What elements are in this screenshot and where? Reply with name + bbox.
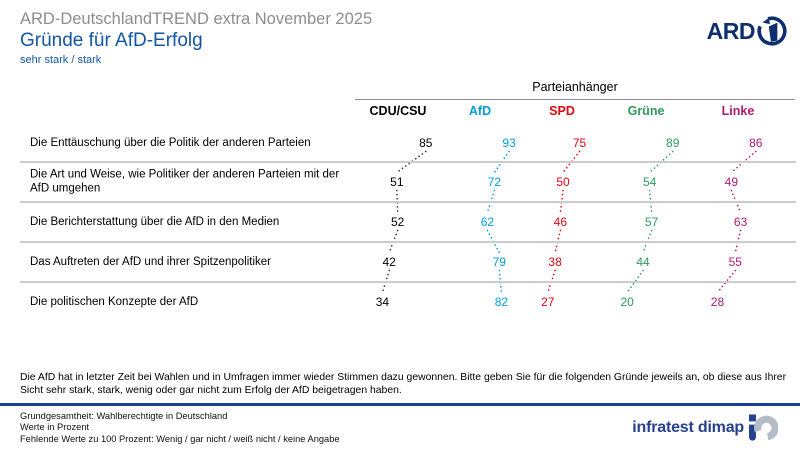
group-header-underline [355,99,795,100]
value-cell: 42 [382,255,396,269]
value-cell: 85 [419,136,433,150]
connector-line [626,269,644,294]
report-title: ARD-DeutschlandTREND extra November 2025 [20,10,373,28]
column-header: Grüne [627,104,665,118]
value-cell: 46 [553,215,568,229]
footer-divider-rule [0,403,800,406]
value-cell: 54 [642,175,657,189]
footer-line-population: Grundgesamtheit: Wahlberechtigte in Deut… [20,411,228,421]
column-group-header: Parteianhänger [532,80,618,94]
page-subtitle: sehr stark / stark [20,54,102,66]
row-separator [20,161,796,163]
column-header: CDU/CSU [369,104,427,118]
ard-one-icon [757,16,787,46]
value-cell: 82 [494,295,509,309]
value-cell: 49 [724,175,739,189]
value-cell: 20 [620,295,634,309]
survey-question-text: Die AfD hat in letzter Zeit bei Wahlen u… [20,372,787,396]
value-cell: 75 [572,136,587,150]
footer-line-units: Werte in Prozent [20,422,90,433]
value-cell: 63 [733,215,748,229]
column-header: AfD [468,104,492,118]
value-cell: 38 [548,255,562,269]
value-cell: 62 [480,215,495,229]
infratest-dimap-logo: infratest dimap [632,413,778,443]
connector-line [559,189,564,214]
value-cell: 57 [644,215,659,229]
row-label: Die politischen Konzepte der AfD [30,295,199,308]
value-cell: 89 [666,136,680,150]
row-label: Das Auftreten der AfD und ihrer Spitzenp… [30,255,271,268]
row-separator [20,201,796,203]
column-header: Linke [721,104,755,118]
row-label: Die Art und Weise, wie Politiker der and… [30,168,340,195]
footer-line-missing: Fehlende Werte zu 100 Prozent: Wenig / g… [20,433,340,444]
ard-logo: ARD [707,15,788,47]
row-separator [20,241,796,243]
row-label: Die Berichterstattung über die AfD in de… [30,215,280,228]
connector-line [716,269,737,294]
connector-line [562,150,581,174]
value-cell: 27 [541,295,555,309]
value-cell: 50 [556,175,570,189]
infratest-dimap-mark-icon [749,414,778,441]
connector-line [734,229,742,254]
value-cell: 34 [375,295,390,309]
infratest-dimap-logo-text: infratest dimap [632,419,744,436]
value-cell: 28 [710,295,725,309]
ard-logo-text: ARD [706,17,756,44]
row-separator [20,281,796,283]
value-cell: 51 [390,175,404,189]
value-cell: 72 [487,175,502,189]
value-cell: 55 [728,255,742,269]
value-cell: 86 [749,136,763,150]
value-cell: 79 [492,255,506,269]
value-cell: 44 [636,255,650,269]
connector-line [498,269,503,294]
connector-line [554,229,562,254]
connector-line [396,189,399,214]
connector-line [648,189,653,214]
page-title: Gründe für AfD-Erfolg [20,30,203,51]
footer-notes: Grundgesamtheit: Wahlberechtigte in Deut… [20,411,340,445]
column-header: SPD [549,104,575,118]
value-cell: 93 [502,136,516,150]
value-cell: 52 [391,215,405,229]
row-label: Die Enttäuschung über die Politik der an… [30,136,311,149]
